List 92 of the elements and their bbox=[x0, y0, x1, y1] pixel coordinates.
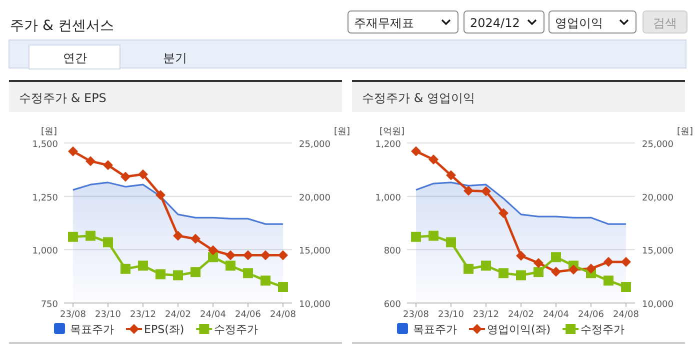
point bbox=[481, 260, 491, 271]
legend-label: 수정주가 bbox=[580, 323, 625, 336]
x-tick-label: 24/02 bbox=[508, 310, 534, 320]
point bbox=[173, 230, 183, 241]
y2-axis-title: [원] bbox=[676, 127, 693, 137]
point bbox=[278, 282, 288, 292]
y2-tick-label: 20,000 bbox=[299, 193, 331, 204]
point bbox=[481, 186, 491, 196]
legend-label: 목표주가 bbox=[413, 323, 457, 336]
y-tick-label: 1,500 bbox=[32, 140, 58, 150]
point bbox=[190, 234, 200, 244]
y-tick-label: 750 bbox=[40, 300, 58, 310]
point bbox=[498, 208, 508, 218]
x-tick-label: 23/10 bbox=[95, 310, 122, 320]
point bbox=[156, 269, 166, 280]
chart-title: 수정주가 & EPS bbox=[19, 91, 106, 105]
point bbox=[551, 266, 561, 277]
x-tick-label: 24/08 bbox=[270, 310, 296, 320]
y-axis-title: [억원] bbox=[379, 127, 405, 137]
point bbox=[120, 172, 130, 182]
y-tick-label: 1,200 bbox=[375, 140, 402, 150]
legend-label: 수정주가 bbox=[214, 323, 258, 336]
point bbox=[411, 232, 421, 242]
point bbox=[226, 250, 236, 260]
point bbox=[516, 270, 526, 280]
x-tick-label: 24/06 bbox=[578, 310, 604, 320]
legend-label: 목표주가 bbox=[70, 323, 114, 336]
point bbox=[243, 268, 253, 278]
x-tick-label: 23/12 bbox=[130, 310, 156, 320]
point bbox=[86, 156, 96, 166]
legend-label: EPS(좌) bbox=[144, 323, 184, 336]
page-header: 주가 & 컨센서스 주재무제표 2024/12 영업이익 검색 연간 분기 bbox=[8, 10, 688, 70]
y-tick-label: 1,000 bbox=[32, 246, 58, 257]
point bbox=[260, 250, 270, 260]
y2-tick-label: 15,000 bbox=[299, 246, 331, 257]
point bbox=[260, 276, 270, 286]
chart-title: 수정주가 & 영업이익 bbox=[362, 91, 475, 105]
point bbox=[428, 154, 438, 165]
point bbox=[464, 264, 474, 274]
x-tick-label: 24/06 bbox=[235, 310, 262, 320]
y2-tick-label: 15,000 bbox=[642, 246, 674, 257]
point bbox=[446, 237, 456, 248]
point bbox=[568, 264, 578, 275]
point bbox=[173, 270, 183, 280]
point bbox=[278, 250, 288, 260]
point bbox=[86, 230, 96, 241]
x-tick-label: 23/08 bbox=[403, 310, 430, 320]
point bbox=[604, 256, 614, 267]
y2-tick-label: 25,000 bbox=[299, 140, 331, 150]
point bbox=[156, 190, 166, 200]
x-tick-label: 24/04 bbox=[543, 310, 570, 320]
y-tick-label: 1,000 bbox=[375, 193, 402, 204]
y2-tick-label: 20,000 bbox=[642, 193, 674, 204]
point bbox=[534, 267, 544, 278]
point bbox=[138, 260, 148, 271]
point bbox=[464, 186, 474, 196]
point bbox=[68, 232, 78, 242]
y-tick-label: 800 bbox=[384, 246, 402, 257]
point bbox=[103, 160, 113, 170]
point bbox=[411, 146, 421, 156]
x-tick-label: 23/12 bbox=[473, 310, 499, 320]
point bbox=[586, 264, 596, 274]
x-tick-label: 23/10 bbox=[438, 310, 464, 320]
point bbox=[208, 245, 218, 256]
point bbox=[534, 258, 544, 268]
point bbox=[138, 169, 148, 180]
y2-tick-label: 10,000 bbox=[642, 300, 674, 310]
point bbox=[446, 170, 456, 180]
point bbox=[190, 267, 200, 278]
point bbox=[621, 282, 631, 292]
point bbox=[226, 260, 236, 271]
x-tick-label: 23/08 bbox=[60, 310, 86, 320]
point bbox=[604, 276, 614, 286]
y2-tick-label: 25,000 bbox=[642, 140, 674, 150]
point bbox=[103, 237, 113, 248]
point bbox=[428, 230, 438, 241]
y-tick-label: 1,250 bbox=[32, 193, 58, 204]
x-tick-label: 24/04 bbox=[200, 310, 226, 320]
point bbox=[516, 250, 526, 261]
y2-axis-title: [원] bbox=[334, 127, 350, 137]
point bbox=[621, 256, 631, 267]
y2-tick-label: 10,000 bbox=[299, 300, 331, 310]
x-tick-label: 24/02 bbox=[165, 310, 191, 320]
x-tick-label: 24/08 bbox=[613, 310, 640, 320]
point bbox=[498, 268, 508, 278]
point bbox=[120, 264, 130, 274]
point bbox=[243, 250, 253, 260]
y-tick-label: 600 bbox=[384, 300, 402, 310]
point bbox=[68, 146, 78, 156]
y-axis-title: [원] bbox=[40, 127, 58, 137]
legend-label: 영업이익(좌) bbox=[487, 323, 551, 336]
point bbox=[551, 252, 561, 262]
